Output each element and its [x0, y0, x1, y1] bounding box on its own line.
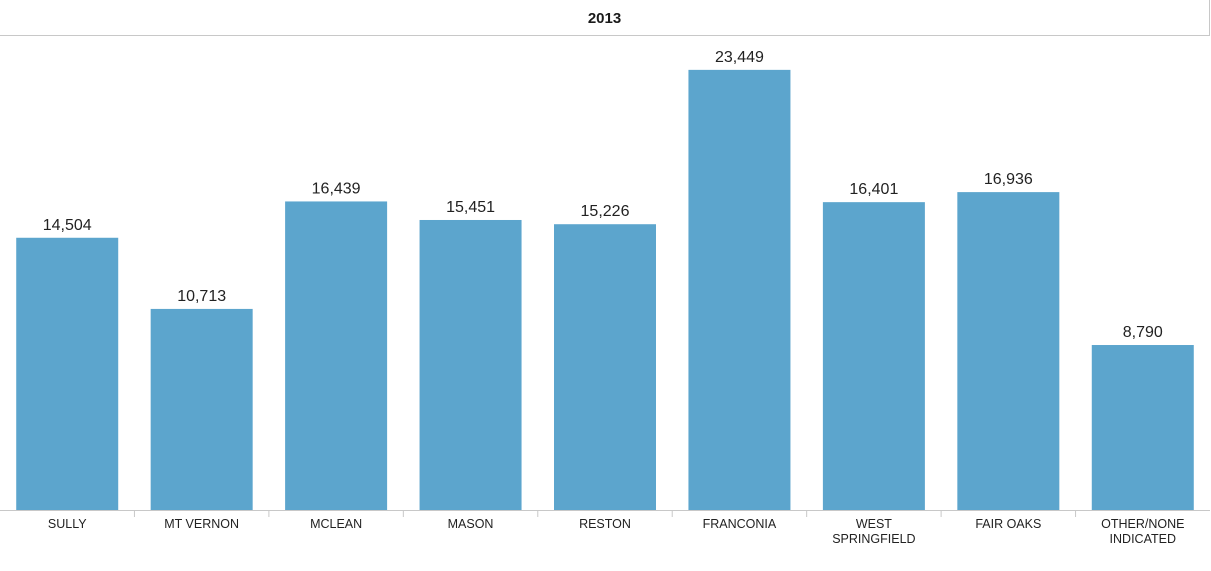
- data-label: 16,439: [312, 180, 361, 197]
- data-label: 14,504: [43, 217, 92, 234]
- data-label: 8,790: [1123, 324, 1163, 341]
- bar: [285, 201, 388, 511]
- bar: [150, 308, 253, 510]
- x-tick-label: WEST SPRINGFIELD: [832, 517, 915, 546]
- x-tick-label: MCLEAN: [310, 517, 362, 531]
- data-label: 16,936: [984, 171, 1033, 188]
- data-label: 23,449: [715, 49, 764, 66]
- x-tick-label: FAIR OAKS: [975, 517, 1041, 531]
- x-tick-label: SULLY: [48, 517, 87, 531]
- chart-title: 2013: [587, 10, 622, 27]
- chart-title-bar: 2013: [0, 0, 1210, 36]
- x-tick-label: OTHER/NONE INDICATED: [1101, 517, 1184, 546]
- bar: [419, 219, 522, 510]
- x-tick-label: MT VERNON: [164, 517, 239, 531]
- x-tick-label: FRANCONIA: [703, 517, 777, 531]
- data-label: 16,401: [849, 181, 898, 198]
- data-label: 15,451: [446, 199, 495, 216]
- bar: [957, 192, 1060, 511]
- x-tick-label: MASON: [448, 517, 494, 531]
- data-label: 15,226: [581, 203, 630, 220]
- bar: [16, 237, 119, 511]
- x-tick-label: RESTON: [579, 517, 631, 531]
- bar: [822, 202, 925, 511]
- bar: [1091, 345, 1194, 510]
- bar: [688, 69, 791, 510]
- data-label: 10,713: [177, 288, 226, 305]
- bar: [554, 224, 656, 511]
